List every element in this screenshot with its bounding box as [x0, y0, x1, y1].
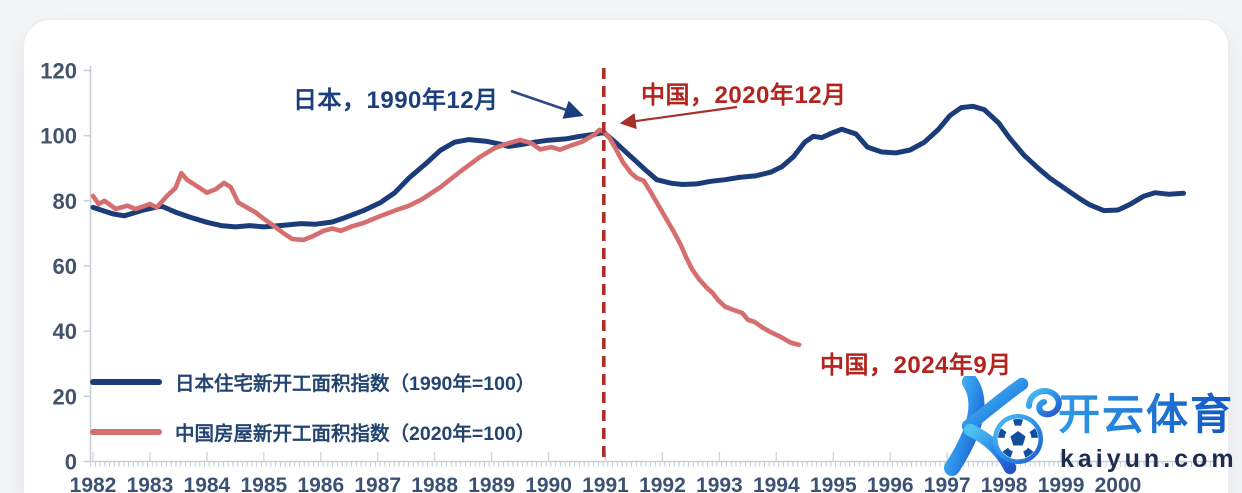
watermark: 开云体育 kaiyun.com: [944, 376, 1238, 476]
y-axis-tick-label: 0: [65, 450, 77, 475]
y-axis-tick-label: 40: [53, 319, 77, 344]
japan-annotation-arrow-icon: [510, 89, 584, 119]
x-axis-tick-label: 1997: [924, 474, 971, 493]
legend-item-china: 中国房屋新开工面积指数（2020年=100）: [90, 417, 535, 446]
legend-label-japan: 日本住宅新开工面积指数（1990年=100）: [175, 373, 536, 395]
k-arm: [961, 377, 1029, 433]
x-axis-tick-label: 1998: [981, 474, 1028, 493]
kaiyun-logo-k-icon: [944, 376, 1062, 476]
k-leg: [963, 423, 1017, 475]
y-axis-tick-label: 80: [53, 189, 77, 214]
annotation-china-peak: 中国，2020年12月: [641, 75, 847, 110]
annotation-china-latest-text: 中国，2024年9月: [820, 352, 1012, 379]
y-axis-tick-label: 120: [40, 59, 77, 84]
k-curl: [1026, 388, 1062, 418]
watermark-brand: 开云体育: [1058, 391, 1234, 438]
y-axis-tick-label: 60: [53, 254, 77, 279]
annotation-japan-peak: 日本，1990年12月: [293, 80, 499, 115]
chart-card: [24, 20, 1228, 493]
legend-swatch-japan: [90, 378, 162, 385]
x-axis-tick-label: 1991: [582, 474, 629, 493]
y-axis-tick-label: 100: [40, 124, 77, 149]
japan-index-line: [90, 103, 1186, 230]
chart-legend: 日本住宅新开工面积指数（1990年=100） 中国房屋新开工面积指数（2020年…: [90, 367, 535, 446]
x-axis-tick-label: 1986: [297, 474, 344, 493]
x-axis-tick-label: 1987: [354, 474, 401, 493]
x-axis-tick-label: 1990: [525, 474, 572, 493]
x-axis-tick-label: 1982: [70, 474, 117, 493]
legend-swatch-china: [90, 428, 162, 435]
china-index-line: [90, 127, 802, 348]
annotation-japan-peak-text: 日本，1990年12月: [293, 87, 499, 114]
legend-item-japan: 日本住宅新开工面积指数（1990年=100）: [90, 367, 535, 396]
annotation-china-peak-text: 中国，2020年12月: [641, 82, 847, 109]
x-axis-tick-label: 1993: [696, 474, 743, 493]
x-axis-tick-label: 2000: [1095, 474, 1142, 493]
x-axis-tick-label: 1983: [127, 474, 174, 493]
x-axis-tick-label: 1988: [411, 474, 458, 493]
x-axis-tick-label: 1992: [639, 474, 686, 493]
series-layer: [90, 103, 1186, 348]
watermark-domain: kaiyun.com: [1060, 445, 1238, 473]
legend-label-china: 中国房屋新开工面积指数（2020年=100）: [175, 423, 536, 445]
x-axis-tick-label: 1999: [1038, 474, 1085, 493]
x-axis-tick-label: 1995: [810, 474, 857, 493]
x-axis-tick-label: 1985: [240, 474, 287, 493]
y-axis-tick-label: 20: [53, 384, 77, 409]
x-axis-tick-label: 1994: [753, 474, 800, 493]
x-axis-tick-label: 1989: [468, 474, 515, 493]
soccer-ball-icon: [993, 414, 1043, 464]
axis-layer: 0 20 40 60 80 100 120 1982 1983 1984 1985 1986 1987 1…: [40, 59, 1214, 493]
annotation-china-latest: 中国，2024年9月: [820, 345, 1012, 380]
x-axis-tick-label: 1984: [184, 474, 231, 493]
china-annotation-arrow-icon: [619, 105, 738, 130]
x-axis-tick-label: 1996: [867, 474, 914, 493]
